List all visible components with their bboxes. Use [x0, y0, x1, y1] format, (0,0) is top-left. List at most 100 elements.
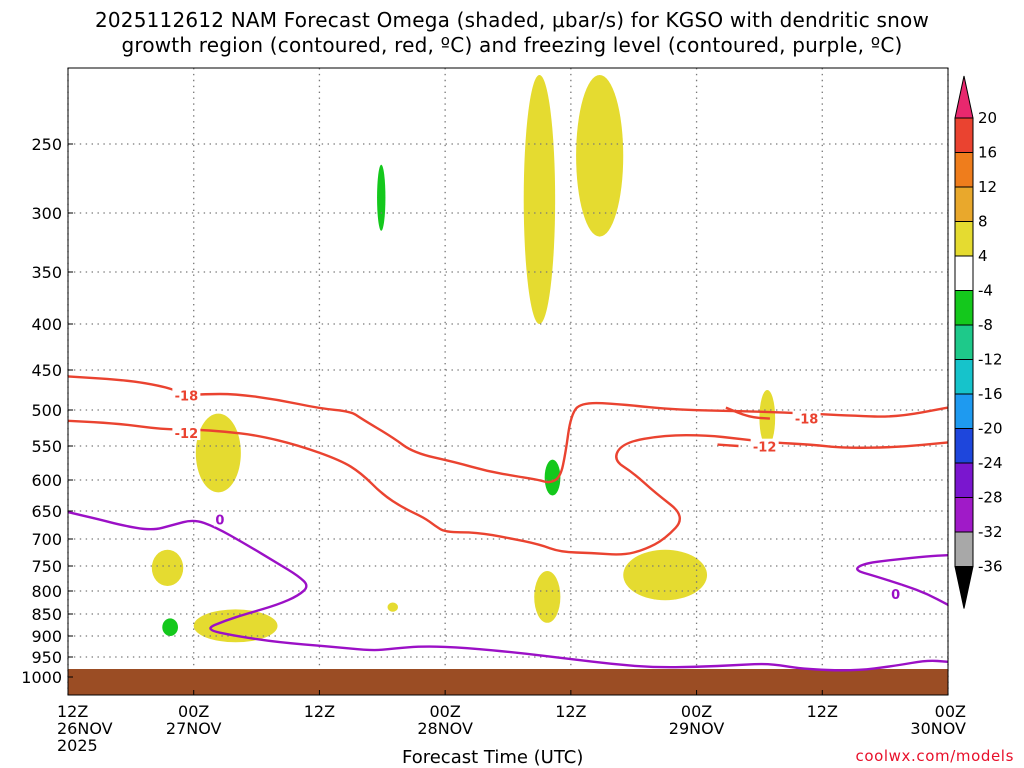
freezing-level-contour-label: 0 — [215, 513, 224, 528]
y-tick-label: 700 — [31, 530, 62, 549]
x-tick-label: 12Z — [304, 702, 335, 721]
plot-frame — [67, 67, 949, 696]
colorbar-label: -4 — [978, 282, 993, 300]
dgz-contour-label: -18 — [795, 413, 819, 428]
y-axis: 250 300 350 400 450 500 550 600 650 700 750 800 850 9… — [21, 135, 73, 687]
y-tick-label: 450 — [31, 361, 62, 380]
omega-ascent-region — [623, 549, 708, 601]
colorbar-bottom-arrow — [954, 566, 974, 609]
colorbar-segment — [954, 428, 974, 464]
colorbar-segment — [954, 393, 974, 429]
dgz-contour-label: -12 — [753, 441, 777, 456]
colorbar-label: 12 — [978, 178, 997, 196]
omega-ascent-region — [576, 75, 624, 237]
y-tick-label: 350 — [31, 263, 62, 282]
colorbar-segment — [954, 324, 974, 360]
y-tick-label: 550 — [31, 437, 62, 456]
x-tick-label: 29NOV — [669, 719, 725, 738]
x-tick-label: 00Z — [178, 702, 209, 721]
omega-ascent-region — [193, 609, 278, 643]
x-tick-label: 12Z — [57, 702, 88, 721]
colorbar-segment — [954, 531, 974, 567]
x-tick-label: 00Z — [429, 702, 460, 721]
freezing-level-contour — [67, 510, 949, 672]
omega-descent-region — [377, 164, 386, 231]
colorbar-segment — [954, 152, 974, 188]
omega-ascent-region — [523, 75, 556, 324]
dgz-contour-label: -12 — [175, 427, 199, 442]
colorbar-label: 8 — [978, 213, 988, 231]
colorbar-segment — [954, 117, 974, 153]
y-tick-label: 750 — [31, 557, 62, 576]
x-tick-label: 27NOV — [166, 719, 222, 738]
omega-shading-layer — [151, 75, 776, 643]
omega-ascent-region — [387, 602, 398, 612]
colorbar-label: -16 — [978, 385, 1003, 403]
colorbar-label: -36 — [978, 558, 1003, 576]
freezing-level-contour-label-bg — [889, 585, 902, 601]
omega-ascent-region — [534, 571, 561, 623]
colorbar-segment — [954, 359, 974, 395]
dgz-contour-label-bg — [172, 425, 201, 441]
x-tick-label: 30NOV — [910, 719, 966, 738]
colorbar-label: -12 — [978, 351, 1003, 369]
x-tick-label: 26NOV — [57, 719, 113, 738]
y-tick-label: 900 — [31, 627, 62, 646]
x-tick-label: 00Z — [681, 702, 712, 721]
y-tick-label: 250 — [31, 135, 62, 154]
dgz-contour — [717, 443, 739, 448]
colorbar-top-arrow — [954, 75, 974, 119]
colorbar: 20 16 12 8 4 -4 -8 -12 -16 -20 -24 -28 -32 -36 — [954, 75, 1003, 609]
colorbar-segment — [954, 462, 974, 498]
x-tick-label: 28NOV — [417, 719, 473, 738]
omega-ascent-region — [151, 549, 184, 587]
chart-title-line2: growth region (contoured, red, ºC) and f… — [121, 33, 903, 57]
y-tick-label: 800 — [31, 582, 62, 601]
dgz-contour-label-bg — [750, 438, 779, 454]
freezing-level-contour — [856, 554, 949, 606]
x-tick-label: 00Z — [935, 702, 966, 721]
colorbar-label: 16 — [978, 144, 997, 162]
x-tick-label: 12Z — [807, 702, 838, 721]
colorbar-segment — [954, 255, 974, 291]
dgz-contour — [725, 406, 770, 420]
dgz-contour-label-bg — [172, 387, 201, 403]
grid-layer — [67, 68, 949, 695]
y-tick-label: 650 — [31, 502, 62, 521]
y-tick-label: 1000 — [21, 668, 62, 687]
freezing-level-contour-label-bg — [213, 511, 226, 527]
omega-descent-region — [544, 459, 561, 496]
omega-descent-region — [162, 618, 178, 636]
y-tick-label: 600 — [31, 471, 62, 490]
x-axis-label: Forecast Time (UTC) — [402, 747, 584, 768]
colorbar-label: -32 — [978, 523, 1003, 541]
chart-title-line1: 2025112612 NAM Forecast Omega (shaded, μ… — [94, 8, 930, 32]
contour-layer: -18 -12 -18 -12 0 0 — [67, 375, 949, 672]
dgz-contour-label: -18 — [175, 390, 199, 405]
y-tick-label: 400 — [31, 315, 62, 334]
x-tick-label: 12Z — [555, 702, 586, 721]
colorbar-label: -8 — [978, 316, 993, 334]
watermark-link[interactable]: coolwx.com/models — [855, 747, 1014, 765]
y-tick-label: 500 — [31, 401, 62, 420]
colorbar-segment — [954, 221, 974, 257]
colorbar-segment — [954, 497, 974, 533]
colorbar-segment — [954, 186, 974, 222]
colorbar-label: 4 — [978, 247, 988, 265]
dgz-contour — [67, 375, 949, 484]
colorbar-label: -20 — [978, 420, 1003, 438]
x-tick-label: 2025 — [57, 736, 98, 755]
dgz-contour — [67, 419, 949, 556]
dgz-contour-label-bg — [792, 410, 821, 426]
colorbar-label: -28 — [978, 489, 1003, 507]
surface-layer — [68, 669, 948, 695]
colorbar-label: -24 — [978, 454, 1003, 472]
colorbar-label: 20 — [978, 109, 997, 127]
y-tick-label: 850 — [31, 605, 62, 624]
colorbar-segment — [954, 290, 974, 326]
freezing-level-contour-label: 0 — [891, 588, 900, 603]
y-tick-label: 300 — [31, 204, 62, 223]
below-ground-fill — [68, 669, 948, 695]
